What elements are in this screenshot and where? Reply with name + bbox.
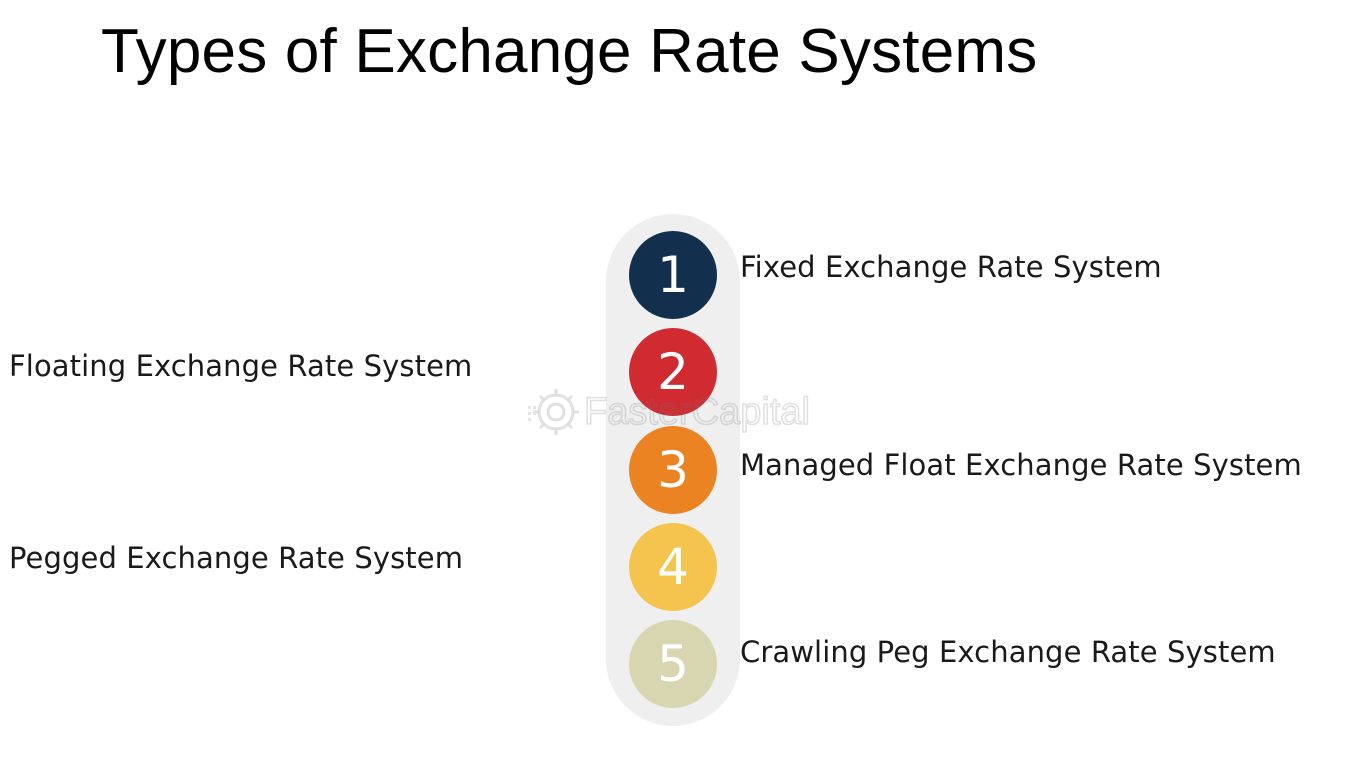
step-circle-2: 2 [629, 328, 717, 416]
page-title: Types of Exchange Rate Systems [101, 17, 1038, 86]
step-label-2: Floating Exchange Rate System [9, 349, 473, 383]
step-circle-3: 3 [629, 426, 717, 514]
step-number-2: 2 [657, 343, 689, 401]
watermark-logo: FasterCapital [528, 389, 811, 435]
step-label-5: Crawling Peg Exchange Rate System [740, 635, 1276, 669]
gear-logo-icon [533, 389, 579, 435]
step-circle-1: 1 [629, 231, 717, 319]
step-label-3: Managed Float Exchange Rate System [740, 448, 1302, 482]
step-label-1: Fixed Exchange Rate System [740, 250, 1162, 284]
step-number-3: 3 [657, 441, 689, 499]
watermark-text: FasterCapital [584, 391, 810, 433]
step-label-4: Pegged Exchange Rate System [9, 541, 464, 575]
step-number-1: 1 [657, 246, 689, 304]
step-number-4: 4 [657, 538, 689, 596]
step-circle-4: 4 [629, 523, 717, 611]
step-number-5: 5 [657, 635, 689, 693]
step-circle-5: 5 [629, 620, 717, 708]
